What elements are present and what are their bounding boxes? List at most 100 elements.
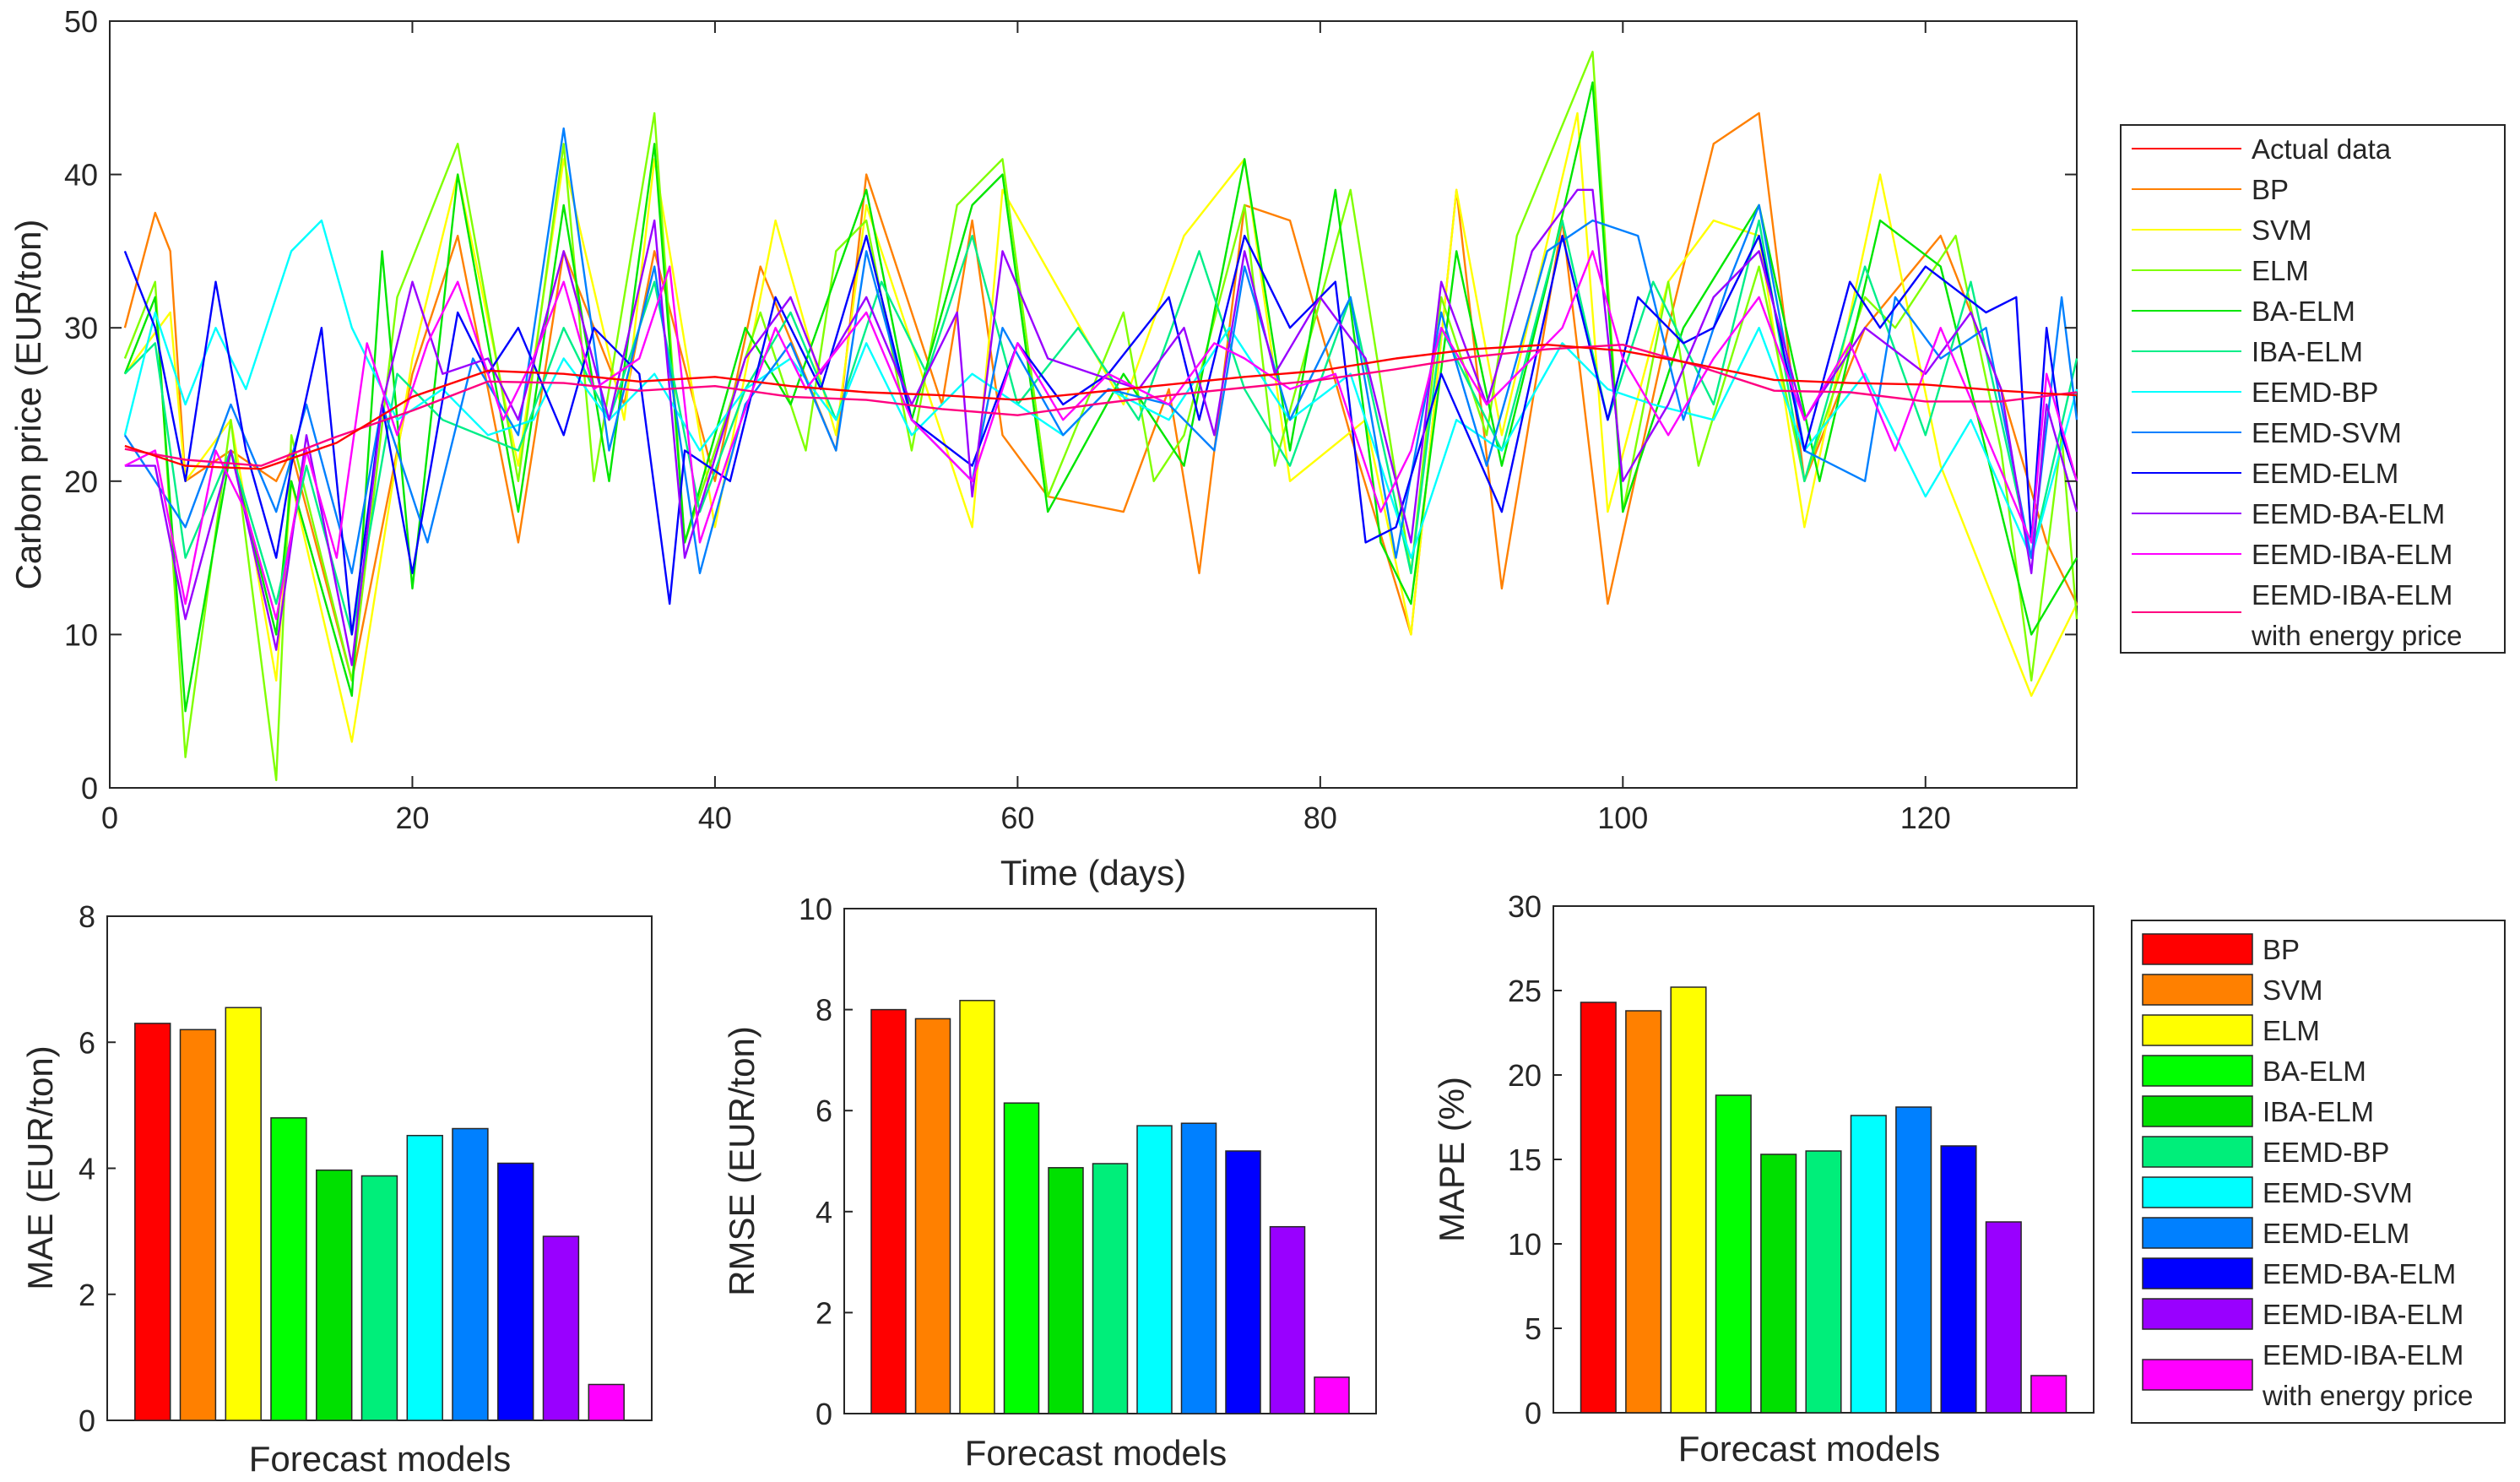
legend-label-energy-1: EEMD-IBA-ELM [2252,579,2452,611]
bar-svm [914,1018,951,1414]
bar-y-tick-label: 0 [79,1403,95,1438]
bar-eemd-svm [406,1134,443,1421]
line-axis-ticks: 0 20 40 60 80 100 120 0 10 20 30 40 50 [64,4,2077,835]
bar-legend: BP SVM ELM BA-ELM IBA-ELM EEMD-BP EEMD-S… [2131,920,2506,1424]
line-y-tick-label: 30 [64,311,98,345]
bar-iba-elm [1760,1154,1797,1414]
line-x-tick-label: 40 [698,801,732,835]
bar-eemd-elm [452,1127,489,1421]
bar-legend-swatch-bp [2142,933,2253,965]
bar-legend-swatch-svm [2142,974,2253,1006]
bar-legend-label-ba-elm: BA-ELM [2263,1056,2366,1087]
bar-y-tick-label: 30 [1508,889,1542,924]
bar-elm [959,1000,995,1414]
line-x-tick-label: 60 [1000,801,1034,835]
bar-legend-swatch-eemd-elm [2142,1217,2253,1249]
bar-y-tick-label: 25 [1508,974,1542,1008]
line-x-tick-label: 120 [1900,801,1951,835]
mae-bars [134,1007,625,1421]
line-y-tick-label: 20 [64,464,98,499]
mape-bar-chart: 0 5 10 15 20 25 30 Forecast models MAPE (%) [1432,889,2095,1468]
bar-eemd-iba-elm-with-energy-price [588,1383,625,1421]
bar-iba-elm [1048,1167,1084,1414]
bar-legend-swatch-iba-elm [2142,1095,2253,1127]
line-legend-box [2120,124,2506,654]
bar-elm [1670,986,1707,1414]
legend-label-eemd-svm: EEMD-SVM [2252,417,2402,448]
bar-eemd-svm [1850,1115,1887,1414]
bar-legend-label-eemd-ba-elm: EEMD-BA-ELM [2263,1258,2456,1289]
line-chart: 0 20 40 60 80 100 120 0 10 20 30 40 50 Time (days) C… [8,4,2078,893]
series-line-actual-data [124,344,2078,470]
bar-eemd-ba-elm [1225,1150,1261,1414]
bar-eemd-ba-elm [1940,1145,1977,1414]
rmse-bars [870,1000,1350,1414]
bar-svm [1625,1010,1662,1414]
bar-y-tick-label: 0 [816,1397,832,1431]
line-y-tick-label: 0 [81,771,98,806]
bar-legend-label-eemd-bp: EEMD-BP [2263,1137,2389,1168]
bar-bp [870,1008,907,1414]
bar-y-tick-label: 8 [816,993,832,1028]
line-series-group [123,51,2078,782]
mape-bars [1580,986,2067,1414]
bar-legend-label-eemd-svm: EEMD-SVM [2263,1177,2413,1208]
mape-x-axis-label: Forecast models [1678,1429,1940,1468]
series-line-eemd-iba-elm [124,250,2078,621]
bar-bp [1580,1002,1617,1414]
bar-legend-swatch-energy [2142,1359,2253,1391]
bar-y-tick-label: 5 [1525,1311,1542,1346]
line-y-axis-label: Carbon price (EUR/ton) [8,220,48,590]
series-line-svm [123,111,2078,743]
legend-label-svm: SVM [2252,214,2312,246]
bar-legend-label-energy-2: with energy price [2262,1380,2473,1411]
bar-legend-swatch-elm [2142,1014,2253,1046]
bar-y-tick-label: 10 [1508,1227,1542,1262]
bar-legend-label-bp: BP [2263,934,2300,965]
bar-ba-elm [270,1117,307,1421]
rmse-x-axis-label: Forecast models [965,1433,1227,1473]
bar-y-tick-label: 10 [799,892,832,926]
bar-eemd-bp [1805,1150,1842,1414]
bar-legend-swatch-eemd-ba-elm [2142,1257,2253,1289]
bar-y-tick-label: 4 [816,1195,832,1230]
bar-legend-swatch-eemd-bp [2142,1136,2253,1168]
mae-bar-chart: 0 2 4 6 8 Forecast models MAE (EUR/ton) [20,899,653,1479]
legend-label-eemd-ba-elm: EEMD-BA-ELM [2252,498,2445,529]
legend-label-iba-elm: IBA-ELM [2252,336,2363,367]
mae-ticks: 0 2 4 6 8 [79,899,116,1438]
line-y-tick-label: 40 [64,158,98,193]
rmse-bar-chart: 0 2 4 6 8 10 Forecast models RMSE (EUR/ton) [722,892,1377,1473]
bar-eemd-iba-elm [542,1235,580,1421]
bar-eemd-svm [1136,1125,1173,1414]
bar-y-tick-label: 2 [79,1278,95,1312]
bar-ba-elm [1715,1094,1752,1414]
bar-legend-swatch-ba-elm [2142,1055,2253,1087]
bar-eemd-iba-elm [1985,1221,2022,1414]
mape-ticks: 0 5 10 15 20 25 30 [1508,889,1562,1430]
rmse-y-axis-label: RMSE (EUR/ton) [722,1026,761,1296]
bar-legend-label-energy-1: EEMD-IBA-ELM [2263,1339,2463,1371]
bar-eemd-elm [1895,1106,1932,1414]
line-x-tick-label: 100 [1597,801,1648,835]
legend-label-energy-2: with energy price [2251,620,2462,651]
line-x-axis-label: Time (days) [1000,853,1186,893]
bar-y-tick-label: 4 [79,1152,95,1186]
line-x-tick-label: 20 [395,801,429,835]
bar-elm [225,1007,262,1421]
legend-label-eemd-elm: EEMD-ELM [2252,458,2398,489]
legend-label-eemd-iba-elm: EEMD-IBA-ELM [2252,539,2452,570]
bar-eemd-iba-elm [1269,1225,1306,1414]
legend-label-ba-elm: BA-ELM [2252,296,2355,327]
bar-legend-label-eemd-elm: EEMD-ELM [2263,1218,2409,1249]
bar-eemd-iba-elm-with-energy-price [2030,1375,2067,1414]
bar-y-tick-label: 20 [1508,1058,1542,1093]
bar-svm [179,1029,217,1421]
mape-y-axis-label: MAPE (%) [1432,1077,1471,1242]
legend-label-eemd-bp: EEMD-BP [2252,377,2378,408]
bar-y-tick-label: 0 [1525,1396,1542,1430]
series-line-eemd-iba-elm-with-energy-price [124,344,2078,467]
legend-label-bp: BP [2252,174,2289,205]
bar-eemd-elm [1180,1122,1217,1414]
